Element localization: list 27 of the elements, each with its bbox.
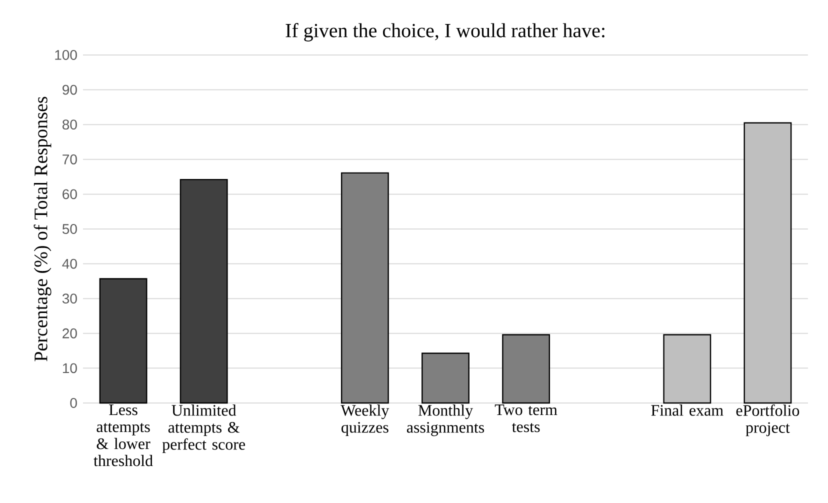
x-tick-label: Monthly assignments	[406, 404, 484, 436]
y-tick-label: 40	[62, 258, 77, 269]
bar	[340, 172, 389, 404]
x-tick-label: Unlimited attempts & perfect score	[162, 404, 246, 454]
x-tick-label: Less attempts & lower threshold	[94, 404, 153, 466]
y-tick-label: 30	[62, 294, 77, 304]
y-tick-label: 70	[62, 154, 77, 164]
bar	[663, 334, 712, 404]
y-axis-title: Percentage (%) of Total Responses	[34, 96, 52, 362]
bar	[180, 178, 228, 404]
chart-title: If given the choice, I would rather have:	[286, 23, 604, 42]
y-tick-label: 80	[62, 120, 77, 130]
x-tick-label: Two term tests	[494, 404, 558, 432]
x-tick-label: Weekly quizzes	[340, 404, 390, 436]
y-tick-label: 10	[62, 363, 77, 374]
x-tick-label: ePortfolio project	[736, 404, 800, 436]
bar	[422, 352, 470, 404]
y-tick-label: 90	[62, 84, 77, 95]
bar	[502, 334, 550, 404]
bar	[99, 278, 148, 404]
bar	[744, 122, 792, 404]
y-tick-label: 20	[62, 328, 77, 338]
x-tick-label: Final exam	[651, 404, 724, 416]
y-tick-label: 100	[55, 50, 77, 60]
y-tick-label: 50	[62, 224, 77, 234]
y-tick-label: 0	[70, 398, 77, 408]
y-tick-label: 60	[62, 189, 77, 200]
